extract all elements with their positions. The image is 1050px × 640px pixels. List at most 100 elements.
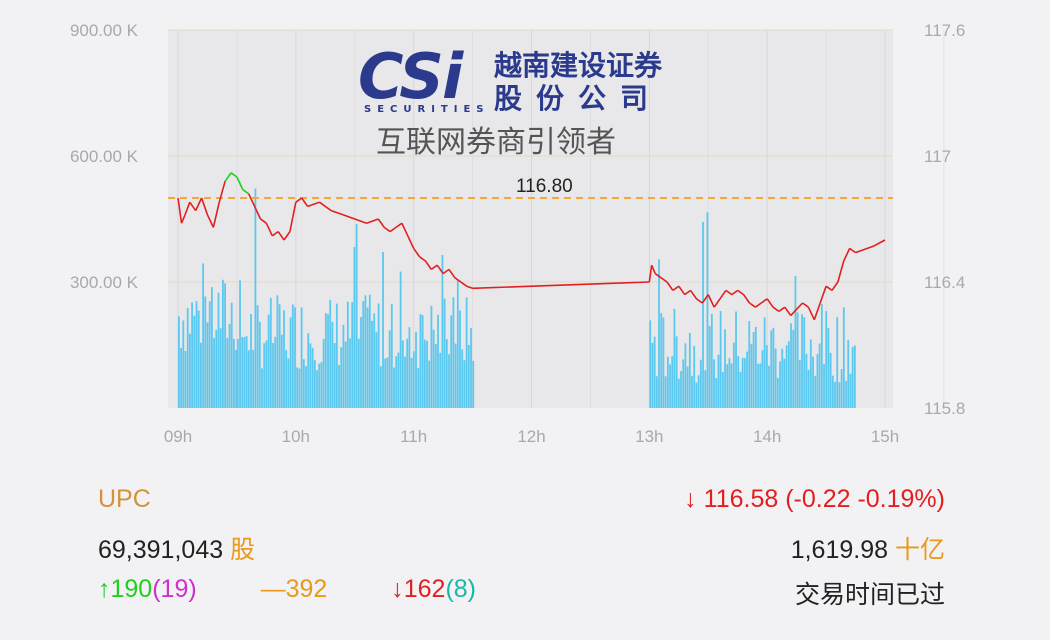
- volume-bar: [768, 365, 770, 408]
- volume-bar: [743, 357, 746, 408]
- volume-bar: [178, 316, 180, 408]
- advances-ceiling: (19): [152, 575, 197, 603]
- volume-bar: [230, 302, 233, 408]
- price-line-segment: [648, 265, 653, 283]
- volume-bar: [366, 307, 369, 408]
- volume-bar: [235, 350, 237, 408]
- volume-bar: [197, 310, 200, 408]
- volume-bar: [340, 347, 343, 408]
- volume-bar: [735, 311, 737, 408]
- trade-value: 1,619.98: [790, 536, 889, 564]
- volume-bar: [673, 308, 676, 408]
- price-line-segment: [189, 201, 197, 212]
- price-line-segment: [413, 247, 421, 258]
- price-line-segment: [206, 214, 215, 228]
- volume-bar: [803, 317, 806, 408]
- volume-bar: [851, 346, 854, 408]
- volume-bar: [252, 349, 255, 408]
- volume-bar: [265, 340, 268, 408]
- price-line-segment: [218, 180, 226, 203]
- price-line-segment: [424, 260, 432, 270]
- price-line-segment: [701, 294, 709, 304]
- volume-bar: [671, 356, 674, 408]
- price-line-segment: [224, 172, 232, 182]
- volume-bar: [752, 331, 755, 408]
- price-line-segment: [855, 249, 862, 254]
- price-line-segment: [760, 298, 768, 304]
- price-line-segment: [247, 193, 256, 207]
- price-line-segment: [707, 294, 715, 308]
- volume-bar: [432, 329, 435, 408]
- x-axis-tick-label: 15h: [871, 427, 899, 446]
- volume-bar: [732, 342, 735, 408]
- price-line-segment: [389, 226, 397, 233]
- volume-bar: [801, 314, 803, 408]
- price-line-segment: [277, 231, 285, 241]
- volume-bar: [318, 363, 321, 408]
- price-line-segment: [725, 289, 733, 296]
- volume-bar: [783, 358, 786, 408]
- price-down-arrow-icon: ↓: [684, 485, 697, 513]
- volume-bar: [239, 280, 241, 408]
- price-line-segment: [430, 264, 438, 271]
- volume-bar: [774, 348, 777, 408]
- volume-bar: [845, 381, 847, 408]
- volume-bar: [191, 302, 193, 408]
- market-breadth: ↑190(19) —392 ↓162(8): [98, 575, 476, 604]
- volume-bar: [805, 353, 808, 408]
- volume-bar: [818, 343, 821, 408]
- price-line-segment: [383, 226, 391, 233]
- left-axis-tick-label: 300.00 K: [70, 273, 139, 292]
- price-line-segment: [831, 281, 839, 291]
- volume-bar: [217, 292, 220, 408]
- volume-bar: [754, 326, 757, 408]
- volume-bar: [204, 296, 207, 408]
- volume-bar: [333, 343, 336, 408]
- right-axis-tick-label: 116.4: [924, 273, 965, 292]
- volume-bar: [823, 364, 825, 408]
- volume-bar: [814, 375, 817, 408]
- volume-bar: [222, 279, 224, 408]
- volume-bar: [719, 311, 722, 408]
- volume-bar: [375, 332, 378, 408]
- volume-bar: [759, 363, 762, 408]
- volume-bar: [360, 317, 362, 408]
- unchanged-mark-icon: —: [260, 575, 286, 603]
- volume-bar: [439, 352, 442, 408]
- price-line-segment: [672, 285, 680, 292]
- volume-bar: [195, 301, 198, 408]
- volume-bar: [417, 368, 420, 408]
- volume-row: 69,391,043 股: [98, 530, 255, 566]
- price-line-segment: [301, 197, 309, 207]
- declines-floor: (8): [445, 575, 476, 603]
- volume-bar: [256, 305, 259, 408]
- plot-background: [168, 30, 893, 408]
- volume-bar: [324, 313, 327, 408]
- volume-bar: [454, 343, 457, 408]
- volume-bar: [467, 344, 470, 408]
- price-line-segment: [442, 268, 450, 275]
- volume-bar: [302, 359, 305, 408]
- volume-bar: [680, 370, 682, 408]
- volume-bar: [842, 307, 845, 408]
- right-axis-tick-label: 117: [924, 147, 951, 166]
- volume-bar: [434, 344, 437, 408]
- volume-bar: [206, 322, 209, 408]
- volume-bar: [699, 359, 702, 408]
- volume-bar: [836, 317, 839, 408]
- volume-bar: [825, 311, 828, 408]
- left-axis-tick-label: 600.00 K: [70, 147, 139, 166]
- volume-bar: [443, 298, 446, 408]
- volume-bar: [655, 376, 658, 408]
- volume-bar: [721, 371, 724, 408]
- volume-bar: [816, 354, 819, 408]
- csi-logo: CSi SECURITIES 越南建设证券 股份公司 互联网券商引领者: [358, 40, 663, 160]
- volume-bar: [741, 357, 744, 408]
- price-line-segment: [472, 281, 650, 290]
- price-line-segment: [772, 306, 780, 313]
- volume-bar: [395, 356, 398, 408]
- volume-bar: [368, 294, 371, 408]
- volume-bar: [272, 343, 274, 408]
- price-line-segment: [295, 197, 303, 203]
- price-line-segment: [289, 202, 297, 232]
